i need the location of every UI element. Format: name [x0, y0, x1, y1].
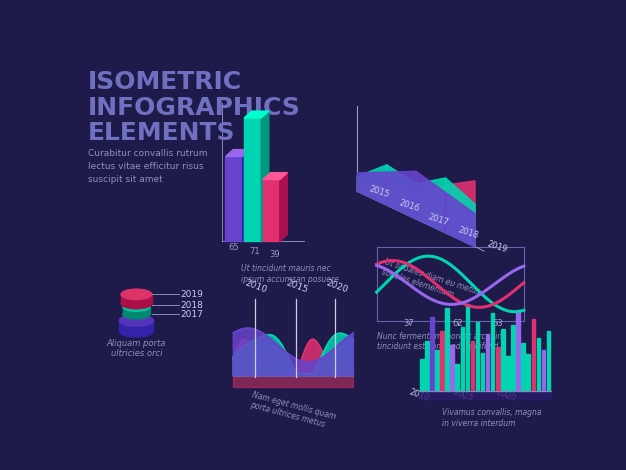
Text: Aliquam porta
ultricies orci: Aliquam porta ultricies orci	[106, 339, 166, 359]
Text: 2019: 2019	[486, 240, 509, 255]
Text: Curabitur convallis rutrum
lectus vitae efficitur risus
suscipit sit amet: Curabitur convallis rutrum lectus vitae …	[88, 149, 207, 184]
Polygon shape	[440, 331, 444, 392]
Ellipse shape	[123, 302, 150, 311]
Ellipse shape	[121, 298, 151, 309]
Polygon shape	[244, 111, 269, 118]
Text: 2010: 2010	[408, 387, 431, 403]
Polygon shape	[357, 165, 387, 205]
Polygon shape	[120, 321, 153, 331]
Polygon shape	[445, 308, 449, 392]
Text: Nam eget mollis quam
porta ultrices metus: Nam eget mollis quam porta ultrices metu…	[249, 390, 337, 431]
Text: 2010: 2010	[244, 279, 269, 295]
Polygon shape	[466, 304, 469, 392]
Polygon shape	[446, 193, 475, 247]
Polygon shape	[419, 392, 551, 399]
Ellipse shape	[123, 310, 150, 319]
Polygon shape	[531, 319, 535, 392]
Text: 39: 39	[269, 251, 280, 259]
Text: 53: 53	[492, 319, 503, 328]
Text: 2020: 2020	[324, 279, 349, 295]
Text: 62: 62	[453, 319, 463, 328]
Text: 71: 71	[249, 247, 260, 256]
Polygon shape	[516, 310, 520, 392]
Polygon shape	[225, 149, 250, 157]
Polygon shape	[501, 329, 505, 392]
Text: 37: 37	[404, 319, 414, 328]
Polygon shape	[481, 352, 485, 392]
Polygon shape	[387, 172, 416, 219]
Ellipse shape	[121, 289, 151, 299]
Polygon shape	[225, 157, 242, 241]
Text: 2017: 2017	[180, 310, 203, 319]
Text: INFOGRAPHICS: INFOGRAPHICS	[88, 96, 300, 120]
Text: 2016: 2016	[398, 198, 421, 213]
Text: Nunc fermentum laoreet arcu, in
tincidunt est commodo eleifend: Nunc fermentum laoreet arcu, in tincidun…	[377, 332, 502, 352]
Polygon shape	[471, 341, 475, 392]
Text: 2019: 2019	[180, 290, 203, 299]
Polygon shape	[546, 331, 550, 392]
Polygon shape	[521, 343, 525, 392]
Text: 2015: 2015	[368, 184, 391, 199]
Text: 65: 65	[228, 243, 239, 251]
Text: 2020: 2020	[495, 387, 518, 403]
Polygon shape	[446, 181, 475, 247]
Polygon shape	[425, 341, 429, 392]
Polygon shape	[263, 172, 287, 180]
Ellipse shape	[120, 315, 153, 326]
Polygon shape	[123, 306, 150, 314]
Polygon shape	[416, 172, 446, 233]
Polygon shape	[496, 347, 500, 392]
Polygon shape	[357, 184, 387, 205]
Polygon shape	[387, 185, 416, 219]
Text: Ut sodales diam eu metus
sodales elementum: Ut sodales diam eu metus sodales element…	[381, 258, 481, 306]
Polygon shape	[233, 328, 353, 376]
Polygon shape	[511, 325, 515, 392]
Polygon shape	[451, 345, 454, 392]
Polygon shape	[456, 364, 459, 392]
Text: ISOMETRIC: ISOMETRIC	[88, 70, 242, 94]
Polygon shape	[446, 178, 475, 247]
Text: Ut tincidunt mauris nec
ipsum accumsan posuere: Ut tincidunt mauris nec ipsum accumsan p…	[241, 264, 339, 284]
Polygon shape	[280, 172, 287, 241]
Polygon shape	[357, 172, 387, 205]
Polygon shape	[461, 327, 464, 392]
Polygon shape	[536, 338, 540, 392]
Text: ELEMENTS: ELEMENTS	[88, 121, 235, 145]
Text: 2017: 2017	[427, 212, 450, 227]
Polygon shape	[420, 359, 424, 392]
Polygon shape	[416, 185, 446, 233]
Polygon shape	[121, 294, 151, 304]
Polygon shape	[416, 178, 446, 233]
Polygon shape	[263, 180, 280, 241]
Polygon shape	[233, 339, 353, 376]
Polygon shape	[526, 354, 530, 392]
Polygon shape	[506, 356, 510, 392]
Polygon shape	[244, 118, 261, 241]
Polygon shape	[387, 165, 416, 219]
Polygon shape	[435, 350, 439, 392]
Polygon shape	[430, 317, 434, 392]
Polygon shape	[233, 333, 353, 376]
Text: 2015: 2015	[285, 279, 309, 295]
Polygon shape	[541, 350, 545, 392]
Polygon shape	[242, 149, 250, 241]
Polygon shape	[486, 334, 490, 392]
Text: 2015: 2015	[451, 387, 474, 403]
Ellipse shape	[120, 326, 153, 337]
Polygon shape	[233, 376, 353, 387]
Text: 2018: 2018	[456, 226, 480, 241]
Text: 2018: 2018	[180, 301, 203, 310]
Polygon shape	[476, 322, 480, 392]
Polygon shape	[491, 313, 495, 392]
Polygon shape	[261, 111, 269, 241]
Text: Vivamus convallis, magna
in viverra interdum: Vivamus convallis, magna in viverra inte…	[443, 408, 542, 428]
